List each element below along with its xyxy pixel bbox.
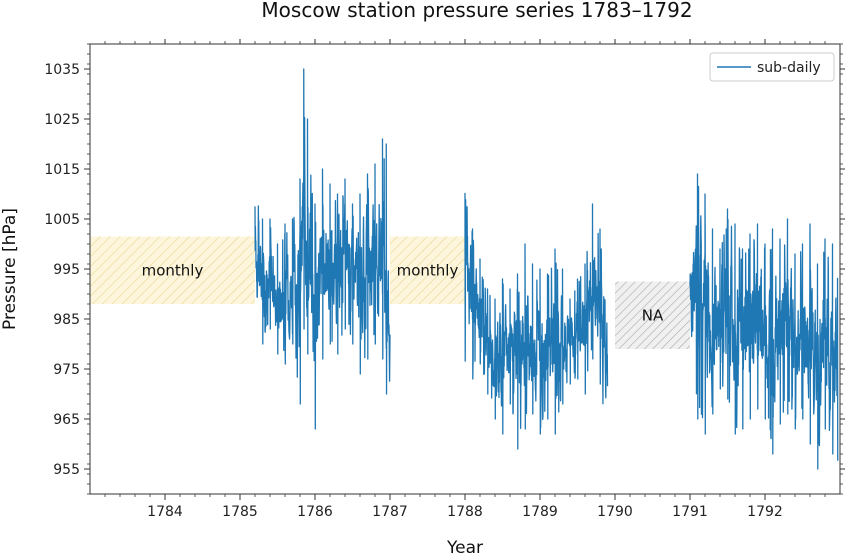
y-tick-label-965: 965 <box>53 412 80 428</box>
x-tick-label-1789: 1789 <box>522 504 558 520</box>
legend-box <box>709 52 835 82</box>
y-tick-label-975: 975 <box>53 362 80 378</box>
y-tick-label-995: 995 <box>53 262 80 278</box>
region-layer: monthly monthly NA <box>90 236 690 349</box>
y-tick-label-1025: 1025 <box>44 112 80 128</box>
region-monthly-0 <box>90 236 255 304</box>
y-tick-label-1015: 1015 <box>44 162 80 178</box>
region-na-2 <box>615 281 690 349</box>
series-sub-daily-segment-2 <box>689 173 839 470</box>
chart-title: Moscow station pressure series 1783–1792 <box>261 0 692 22</box>
x-tick-label-1790: 1790 <box>597 504 633 520</box>
plot-frame <box>89 43 841 495</box>
x-tick-label-1791: 1791 <box>672 504 708 520</box>
x-tick-label-1792: 1792 <box>747 504 783 520</box>
y-tick-label-955: 955 <box>53 462 80 478</box>
series-sub-daily-segment-0 <box>254 68 391 430</box>
x-tick-label-1787: 1787 <box>372 504 408 520</box>
x-tick-label-1785: 1785 <box>222 504 258 520</box>
region-monthly-1 <box>390 236 465 304</box>
legend: sub-daily <box>709 52 835 82</box>
y-tick-label-1005: 1005 <box>44 212 80 228</box>
y-tick-label-1035: 1035 <box>44 62 80 78</box>
x-tick-label-1786: 1786 <box>297 504 333 520</box>
legend-label-sub-daily: sub-daily <box>757 60 821 76</box>
region-label-2: NA <box>642 306 664 324</box>
region-label-1: monthly <box>397 261 459 279</box>
x-axis-label: Year <box>446 538 483 555</box>
x-tick-label-1784: 1784 <box>147 504 183 520</box>
y-axis-label: Pressure [hPa] <box>0 208 20 330</box>
region-label-0: monthly <box>142 261 204 279</box>
series-sub-daily-segment-1 <box>464 192 609 450</box>
y-tick-label-985: 985 <box>53 312 80 328</box>
series-layer <box>254 68 839 470</box>
x-tick-label-1788: 1788 <box>447 504 483 520</box>
